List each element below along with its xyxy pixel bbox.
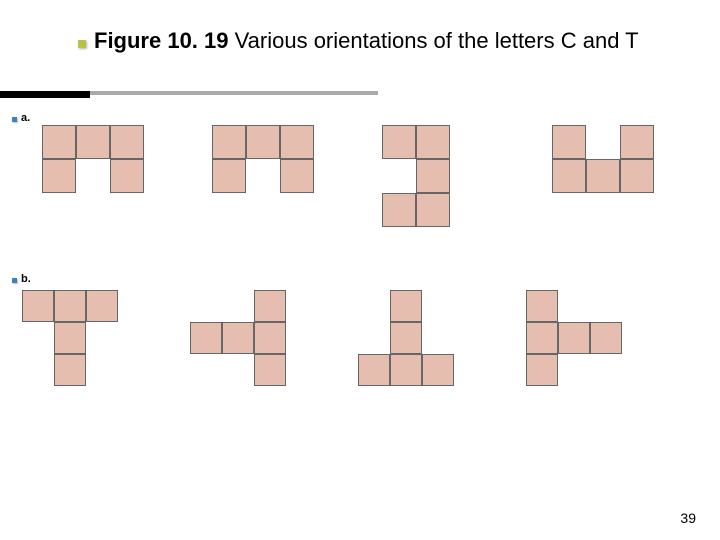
grid-cell <box>254 290 286 322</box>
grid-cell <box>22 290 54 322</box>
grid-cell <box>390 322 422 354</box>
grid-cell <box>280 125 314 159</box>
grid-cell <box>190 322 222 354</box>
grid-cell <box>620 159 654 193</box>
shape-a-0 <box>42 125 110 227</box>
grid-cell <box>280 159 314 193</box>
grid-cell <box>76 125 110 159</box>
grid-cell <box>526 354 558 386</box>
grid-cell <box>526 290 558 322</box>
shape-b-0 <box>22 290 118 386</box>
grid-cell <box>558 322 590 354</box>
grid-cell <box>382 125 416 159</box>
grid-cell <box>246 125 280 159</box>
grid-cell <box>526 322 558 354</box>
grid-cell <box>42 159 76 193</box>
grid-cell <box>390 354 422 386</box>
shape-b-2 <box>358 290 454 386</box>
row-b-label: b. <box>21 273 31 285</box>
grid-cell <box>416 193 450 227</box>
title-bold: Figure 10. 19 <box>94 28 229 53</box>
row-a-bullet-icon <box>12 117 17 122</box>
grid-cell <box>552 125 586 159</box>
grid-cell <box>422 354 454 386</box>
grid-cell <box>254 354 286 386</box>
grid-cell <box>212 125 246 159</box>
grid-cell <box>222 322 254 354</box>
title-rest: Various orientations of the letters C an… <box>229 28 639 53</box>
shape-b-1 <box>190 290 286 386</box>
title-bullet-icon <box>78 40 86 48</box>
shape-a-2 <box>382 125 450 227</box>
page-number: 39 <box>680 510 696 526</box>
shape-b-3 <box>526 290 622 386</box>
grid-cell <box>110 125 144 159</box>
grid-cell <box>54 322 86 354</box>
figure-title: Figure 10. 19 Various orientations of th… <box>94 28 654 54</box>
title-underline-black <box>0 91 90 98</box>
grid-cell <box>54 290 86 322</box>
grid-cell <box>416 125 450 159</box>
grid-cell <box>42 125 76 159</box>
shape-a-1 <box>212 125 314 193</box>
grid-cell <box>54 354 86 386</box>
grid-cell <box>416 159 450 193</box>
grid-cell <box>382 193 416 227</box>
grid-cell <box>358 354 390 386</box>
grid-cell <box>212 159 246 193</box>
grid-cell <box>620 125 654 159</box>
row-a-label: a. <box>21 112 30 124</box>
row-b-bullet-icon <box>12 278 17 283</box>
grid-cell <box>552 159 586 193</box>
grid-cell <box>590 322 622 354</box>
grid-cell <box>254 322 286 354</box>
grid-cell <box>86 290 118 322</box>
shape-a-3 <box>552 125 654 193</box>
grid-cell <box>586 159 620 193</box>
grid-cell <box>110 159 144 193</box>
grid-cell <box>390 290 422 322</box>
